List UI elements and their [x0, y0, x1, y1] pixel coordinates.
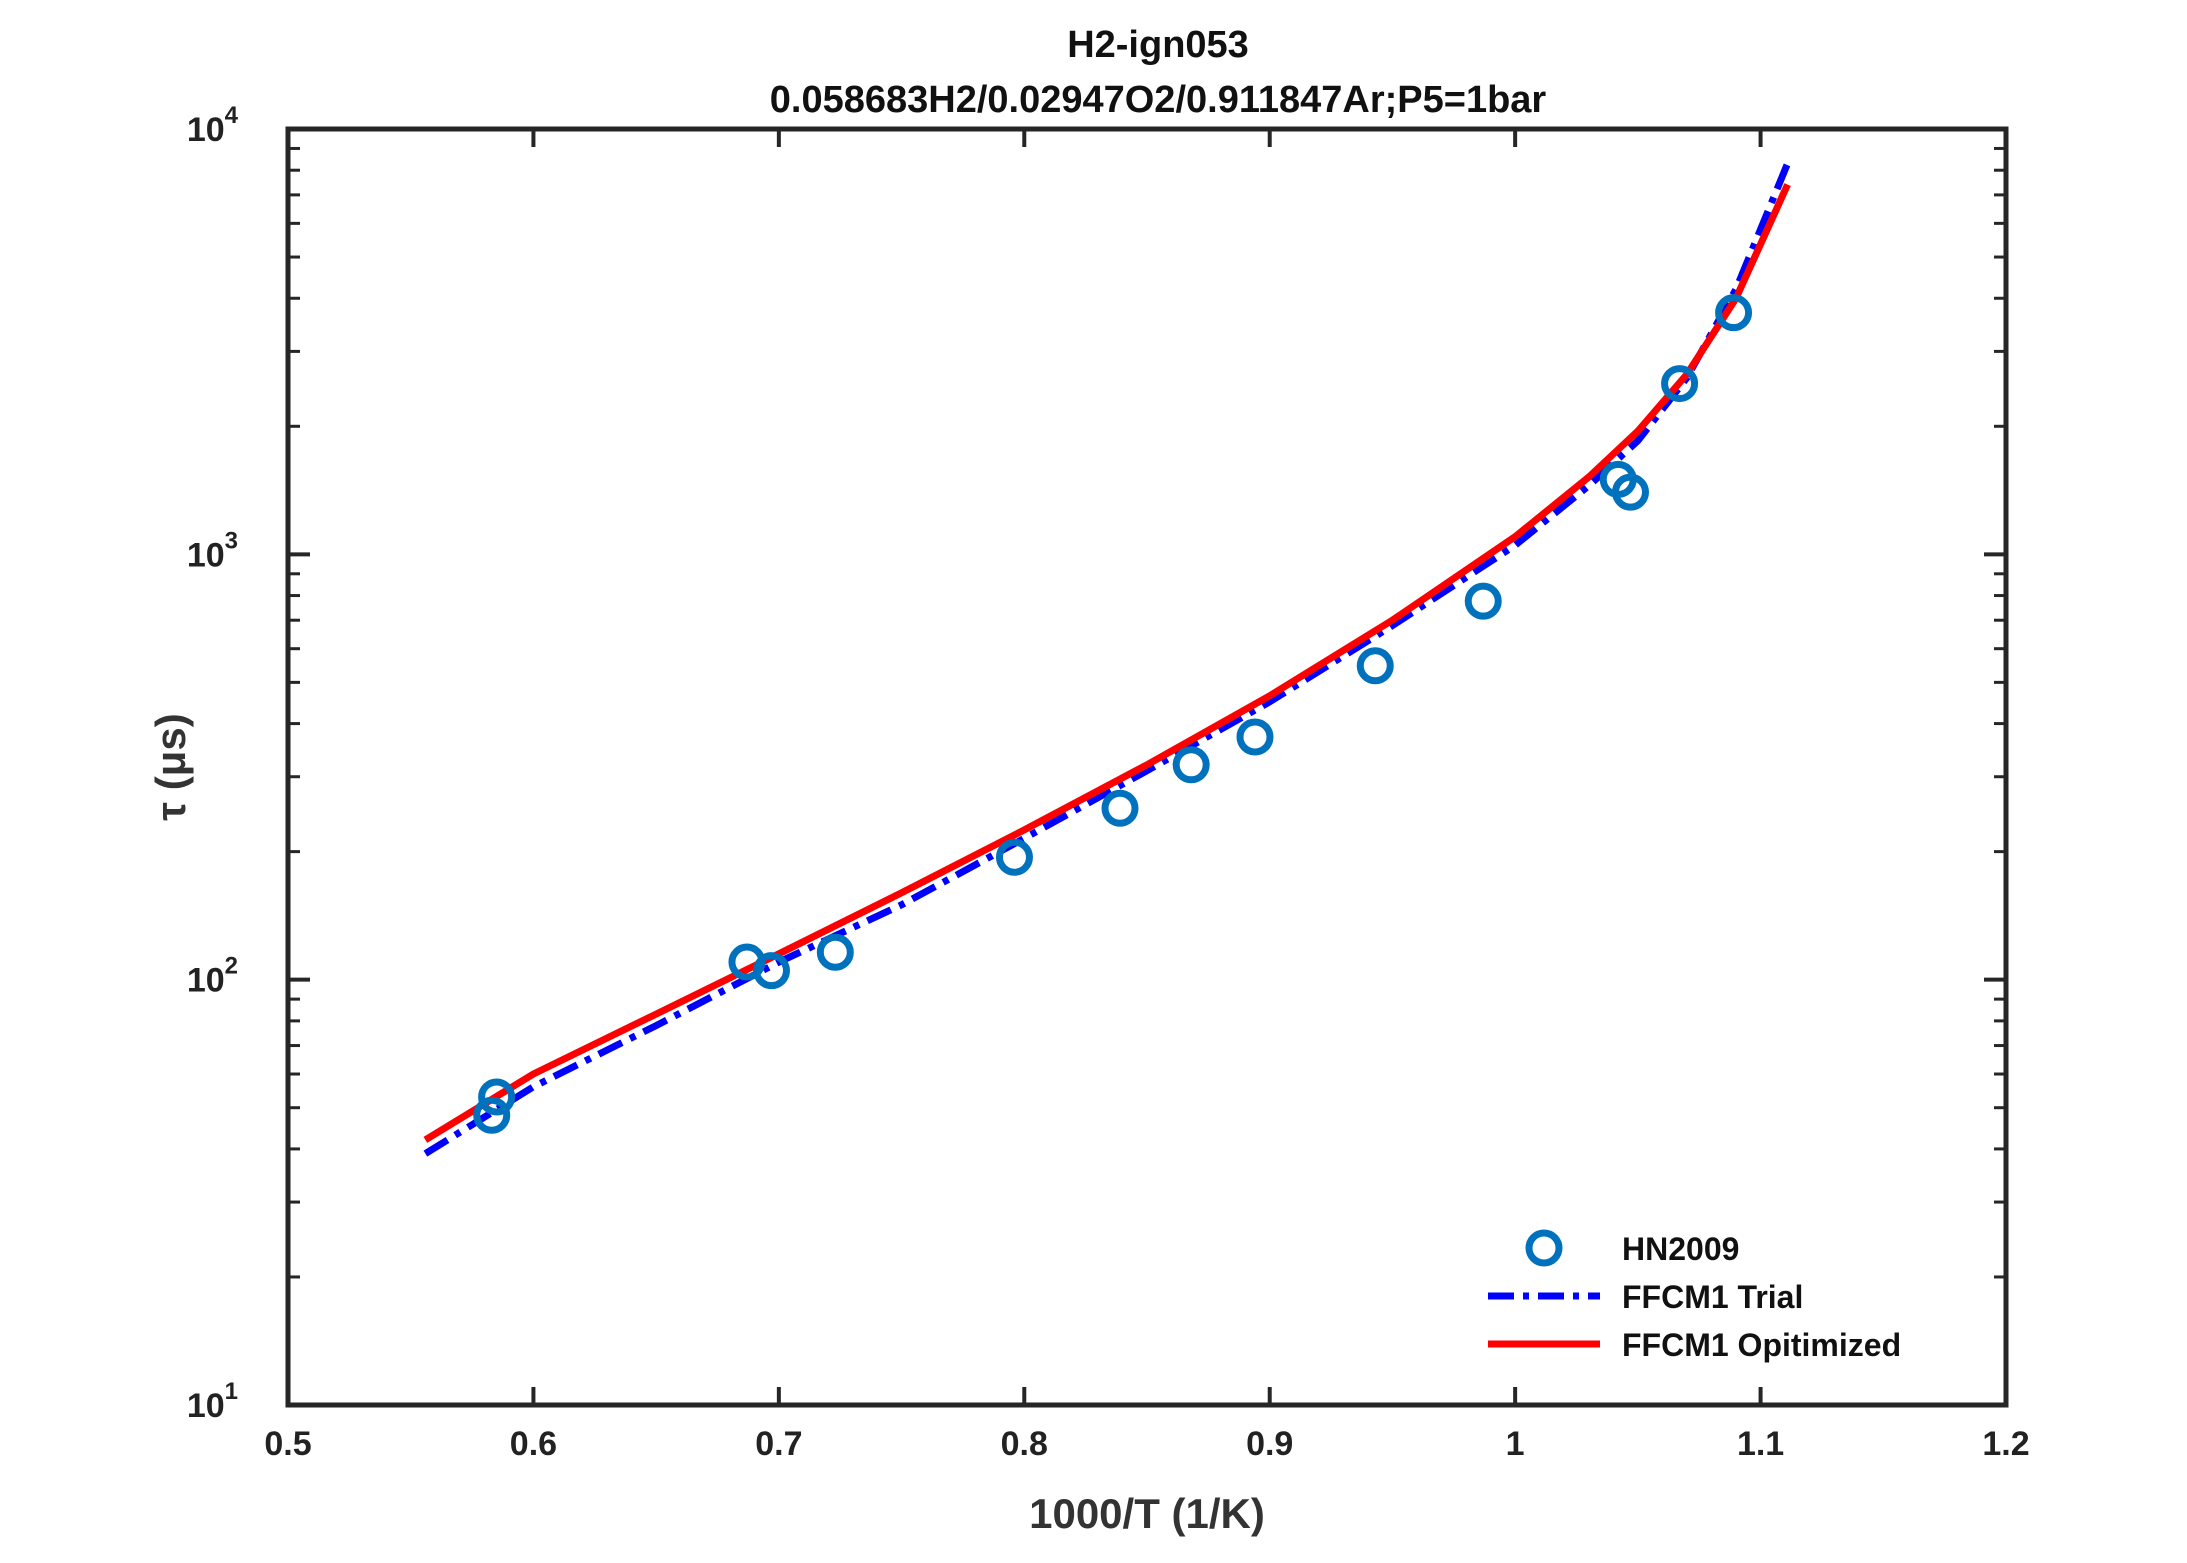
series-line-0: [423, 162, 1791, 1157]
data-point: [1611, 473, 1649, 511]
x-tick-label: 0.9: [1246, 1425, 1293, 1463]
y-tick-label: 102: [187, 953, 238, 1000]
data-point: [1172, 746, 1210, 784]
data-point: [1356, 647, 1394, 685]
data-point: [1661, 365, 1699, 403]
y-tick-label: 101: [187, 1378, 238, 1425]
plot-series: [423, 162, 1791, 1157]
data-point: [1236, 718, 1274, 756]
plot-frame: [285, 126, 2009, 1408]
y-tick-label: 103: [187, 527, 238, 574]
data-point: [1101, 789, 1139, 827]
x-tick-label: 1: [1506, 1425, 1525, 1463]
data-point: [473, 1096, 511, 1134]
x-axis-label: 1000/T (1/K): [1029, 1490, 1265, 1537]
legend-label: FFCM1 Trial: [1622, 1279, 1803, 1315]
x-tick-label: 0.8: [1001, 1425, 1048, 1463]
data-point: [1715, 294, 1753, 332]
x-tick-label: 1.2: [1982, 1425, 2029, 1463]
data-point: [1464, 582, 1502, 620]
legend-label: HN2009: [1622, 1231, 1739, 1267]
x-tick-label: 0.6: [510, 1425, 557, 1463]
y-axis-label: τ (μs): [147, 713, 194, 820]
legend-marker: [1525, 1229, 1563, 1267]
chart-subtitle: 0.058683H2/0.02947O2/0.911847Ar;P5=1bar: [770, 79, 1547, 121]
data-point: [816, 933, 854, 971]
y-tick-label: 104: [187, 102, 239, 149]
data-point: [995, 838, 1033, 876]
data-point: [478, 1078, 516, 1116]
data-point: [752, 952, 790, 990]
x-tick-label: 1.1: [1737, 1425, 1784, 1463]
x-tick-label: 0.7: [755, 1425, 802, 1463]
x-tick-label: 0.5: [264, 1425, 311, 1463]
chart-title: H2-ign053: [1067, 24, 1249, 66]
legend-label: FFCM1 Opitimized: [1622, 1327, 1901, 1363]
legend: HN2009 FFCM1 Trial FFCM1 Opitimized: [1488, 1229, 1901, 1363]
series-line-1: [423, 183, 1791, 1143]
